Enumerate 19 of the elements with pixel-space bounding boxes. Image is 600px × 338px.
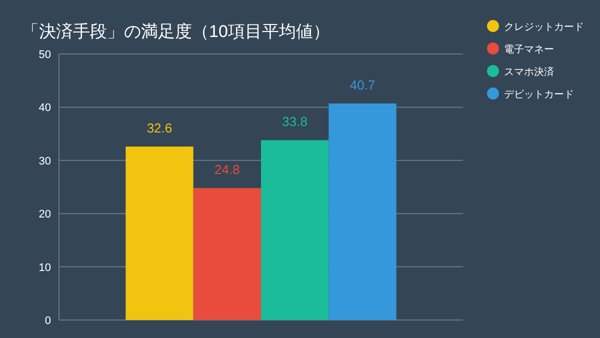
y-tick-label: 30 <box>38 155 51 168</box>
legend-label: スマホ決済 <box>504 66 554 78</box>
data-label: 40.7 <box>350 77 376 92</box>
bar <box>261 140 329 320</box>
legend-label: デビットカード <box>504 90 574 100</box>
data-label: 33.8 <box>282 114 308 130</box>
bar <box>193 188 261 320</box>
chart-title: 「決済手段」の満足度（10項目平均値） <box>22 22 330 41</box>
legend-label: 電子マネー <box>504 44 554 56</box>
bar <box>328 103 396 320</box>
y-tick-label: 0 <box>44 315 51 327</box>
legend-label: クレジットカード <box>504 22 584 33</box>
y-tick-label: 40 <box>38 102 51 114</box>
y-tick-label: 50 <box>38 49 51 61</box>
bar <box>126 146 194 320</box>
data-label: 24.8 <box>214 162 240 178</box>
y-tick-label: 20 <box>38 208 51 221</box>
y-tick-label: 10 <box>38 262 51 274</box>
data-label: 32.6 <box>146 120 172 136</box>
